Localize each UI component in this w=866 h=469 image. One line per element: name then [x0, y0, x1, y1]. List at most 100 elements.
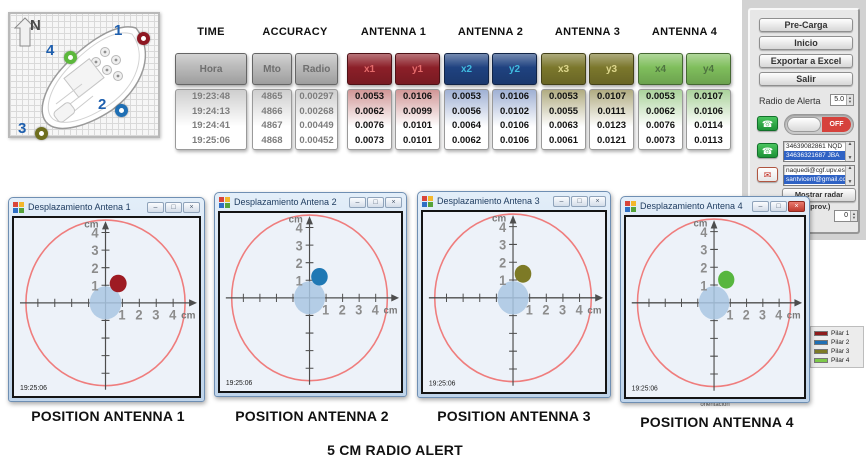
maximize-button-icon[interactable]: □ [367, 196, 384, 208]
north-label: N [30, 17, 41, 34]
displacement-plot-4: 1 2 3 4 cm 1 2 3 4 cm 19:25:06 [631, 218, 803, 393]
svg-text:3: 3 [559, 302, 566, 317]
close-button-icon[interactable]: × [589, 195, 606, 207]
svg-text:2: 2 [542, 302, 549, 317]
toggle-off-label: OFF [822, 117, 851, 132]
svg-text:cm: cm [694, 218, 708, 229]
svg-text:1: 1 [526, 302, 533, 317]
orientation-label: orientación [700, 402, 730, 408]
inicio-button[interactable]: Inicio [759, 36, 853, 50]
header-x2: x2 [444, 53, 489, 85]
salir-button[interactable]: Salir [759, 72, 853, 86]
antenna-1-marker [137, 32, 150, 45]
header-x1: x1 [347, 53, 392, 85]
antenna-2-position-dot [311, 267, 328, 286]
antenna-1-number: 1 [114, 22, 123, 39]
column-y3: y3 0.0107 0.0111 0.0123 0.0121 [589, 53, 634, 150]
column-radio: Radio 0.00297 0.00268 0.00449 0.00452 [295, 53, 338, 150]
email-list-item-selected[interactable]: santvicent@gmail.com [784, 175, 845, 184]
svg-text:3: 3 [296, 238, 303, 253]
values-hora: 19:23:48 19:24:13 19:24:41 19:25:06 [175, 89, 247, 150]
minimize-button-icon[interactable]: – [349, 196, 366, 208]
antenna-4-marker [64, 51, 77, 64]
phone-call-button[interactable]: ☎ [757, 116, 778, 131]
extra-spinner[interactable]: 0 ▲ ▼ [834, 210, 858, 222]
phone-number-list[interactable]: 34639082861 NQD 34636321687 JBA ▲ ▼ [783, 141, 855, 162]
list-scrollbar[interactable]: ▲ ▼ [845, 166, 854, 185]
spinner-arrows-icon[interactable]: ▲ ▼ [850, 211, 857, 221]
email-list[interactable]: naquedi@cgf.upv.es santvicent@gmail.com … [783, 165, 855, 186]
spinner-arrows-icon[interactable]: ▲ ▼ [846, 95, 853, 105]
radio-alert-label: Radio de Alerta [759, 96, 821, 106]
email-button[interactable]: ✉ [757, 167, 778, 182]
header-hora: Hora [175, 53, 247, 85]
antenna-2-number: 2 [98, 96, 107, 113]
window-title: Desplazamiento Antena 3 [437, 196, 540, 206]
window-antenna-4: Desplazamiento Antena 4 – □ × 1 2 3 4 cm… [620, 196, 810, 403]
boat-hull-drawing [13, 17, 146, 130]
svg-text:2: 2 [296, 255, 303, 270]
values-mto: 4865 4866 4867 4868 [252, 89, 292, 150]
window-titlebar[interactable]: Desplazamiento Antena 4 – □ × [621, 197, 809, 215]
close-button-icon[interactable]: × [385, 196, 402, 208]
caption-position-antenna-2: POSITION ANTENNA 2 [235, 408, 389, 424]
caption-position-antenna-3: POSITION ANTENNA 3 [437, 408, 591, 424]
app-icon [422, 195, 433, 207]
export-excel-button[interactable]: Exportar a Excel [759, 54, 853, 68]
origin-blob [497, 281, 529, 315]
origin-blob [293, 281, 326, 315]
email-list-item[interactable]: naquedi@cgf.upv.es [786, 167, 845, 174]
radio-alert-spinner[interactable]: 5.0 ▲ ▼ [830, 94, 854, 106]
legend-item: Pilar 3 [814, 347, 860, 356]
group-antenna-2: ANTENNA 2 [457, 26, 524, 38]
minimize-button-icon[interactable]: – [147, 201, 164, 213]
column-y1: y1 0.0106 0.0099 0.0101 0.0101 [395, 53, 440, 150]
phone-list-item[interactable]: 34639082861 NQD [786, 143, 843, 150]
scroll-down-icon: ▼ [847, 179, 853, 185]
values-x2: 0.0053 0.0056 0.0064 0.0062 [444, 89, 489, 150]
extra-spinner-value[interactable]: 0 [844, 212, 848, 219]
minimize-button-icon[interactable]: – [752, 200, 769, 212]
window-titlebar[interactable]: Desplazamiento Antena 2 – □ × [215, 193, 406, 211]
header-mto: Mto [252, 53, 292, 85]
values-x1: 0.0053 0.0062 0.0076 0.0073 [347, 89, 392, 150]
svg-text:cm: cm [492, 213, 506, 224]
svg-text:4: 4 [700, 224, 708, 240]
precarga-button[interactable]: Pre-Carga [759, 18, 853, 32]
pilar-1-swatch [814, 331, 828, 336]
window-titlebar[interactable]: Desplazamiento Antena 3 – □ × [418, 192, 610, 210]
alert-toggle[interactable]: OFF [784, 114, 854, 135]
radio-alert-value[interactable]: 5.0 [834, 96, 844, 103]
antenna-3-position-dot [514, 264, 532, 283]
maximize-button-icon[interactable]: □ [770, 200, 787, 212]
svg-text:4: 4 [91, 225, 99, 240]
svg-text:4: 4 [372, 302, 380, 317]
close-button-icon[interactable]: × [183, 201, 200, 213]
antenna-3-number: 3 [18, 120, 27, 137]
svg-text:cm: cm [587, 305, 601, 316]
minimize-button-icon[interactable]: – [553, 195, 570, 207]
phone-list-item-selected[interactable]: 34636321687 JBA [784, 151, 845, 160]
svg-text:cm: cm [84, 219, 98, 230]
scroll-up-icon: ▲ [847, 141, 853, 147]
app-icon [625, 200, 636, 212]
antenna-1-position-dot [109, 274, 127, 293]
app-icon [13, 201, 24, 213]
close-button-icon[interactable]: × [788, 200, 805, 212]
displacement-plot-3: 1 2 3 4 cm 1 2 3 4 cm 19:25:06 [428, 213, 604, 388]
toggle-knob[interactable] [787, 117, 821, 132]
sms-phone-button[interactable]: ☎ [757, 143, 778, 158]
maximize-button-icon[interactable]: □ [571, 195, 588, 207]
svg-text:3: 3 [700, 242, 707, 258]
pilar-legend: Pilar 1 Pilar 2 Pilar 3 Pilar 4 [810, 326, 864, 368]
list-scrollbar[interactable]: ▲ ▼ [845, 142, 854, 161]
window-titlebar[interactable]: Desplazamiento Antena 1 – □ × [9, 198, 204, 216]
column-x4: x4 0.0053 0.0062 0.0076 0.0073 [638, 53, 683, 150]
group-antenna-4: ANTENNA 4 [651, 26, 718, 38]
phone-icon: ☎ [761, 119, 774, 129]
north-arrow-icon [13, 17, 37, 47]
maximize-button-icon[interactable]: □ [165, 201, 182, 213]
origin-blob [698, 286, 730, 320]
svg-text:4: 4 [576, 302, 584, 317]
